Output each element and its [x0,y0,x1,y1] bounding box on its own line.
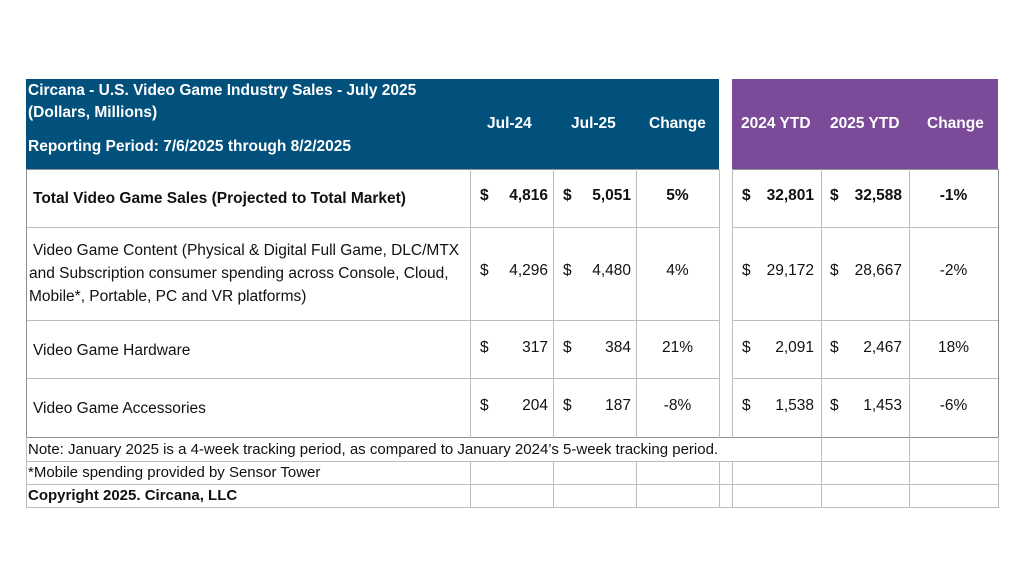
value-jul24-hardware: 317 [522,339,548,356]
report-units: (Dollars, Millions) [28,104,158,121]
header-ytd [732,79,998,169]
currency-symbol: $ [480,187,489,204]
grid-line [732,461,733,508]
row-label-total: Total Video Game Sales (Projected to Tot… [33,190,406,207]
currency-symbol: $ [830,397,839,414]
currency-symbol: $ [563,262,572,279]
grid-line [821,169,822,438]
row-label-content-line2: and Subscription consumer spending acros… [29,265,449,282]
currency-symbol: $ [742,339,751,356]
col-header-jul25: Jul-25 [571,115,616,132]
grid-line [732,227,998,228]
grid-line [636,461,637,508]
grid-line [636,169,637,438]
value-ytd2025-accessories: 1,453 [863,397,902,414]
change-month-accessories: -8% [663,397,692,414]
note-tracking-period: Note: January 2025 is a 4-week tracking … [28,441,719,458]
grid-line [719,461,720,508]
col-header-ytd2024: 2024 YTD [741,115,811,132]
grid-line [998,437,999,508]
value-ytd2025-total: 32,588 [854,187,902,204]
col-header-ytd2025: 2025 YTD [830,115,900,132]
grid-line [732,320,998,321]
change-ytd-hardware: 18% [937,339,970,356]
value-jul24-content: 4,296 [509,262,548,279]
currency-symbol: $ [830,187,839,204]
grid-line [26,227,719,228]
value-jul24-total: 4,816 [509,187,548,204]
col-header-jul24: Jul-24 [487,115,532,132]
value-ytd2025-hardware: 2,467 [863,339,902,356]
value-ytd2025-content: 28,667 [854,262,902,279]
grid-line [909,437,910,508]
note-mobile-source: *Mobile spending provided by Sensor Towe… [28,464,321,481]
grid-line [470,169,471,438]
grid-line [26,437,998,438]
col-header-change-ytd: Change [927,115,984,132]
change-ytd-content: -2% [939,262,968,279]
grid-line [26,507,998,508]
value-ytd2024-accessories: 1,538 [775,397,814,414]
grid-line [26,437,27,508]
grid-line [26,484,998,485]
report-title: Circana - U.S. Video Game Industry Sales… [28,82,417,99]
row-label-accessories: Video Game Accessories [33,400,206,417]
currency-symbol: $ [563,339,572,356]
change-month-content: 4% [666,262,689,279]
value-ytd2024-total: 32,801 [766,187,814,204]
value-jul25-total: 5,051 [592,187,631,204]
change-month-hardware: 21% [661,339,694,356]
grid-line [553,169,554,438]
grid-line [732,169,998,170]
currency-symbol: $ [742,262,751,279]
grid-line [26,320,719,321]
reporting-period: Reporting Period: 7/6/2025 through 8/2/2… [28,138,352,155]
currency-symbol: $ [480,262,489,279]
currency-symbol: $ [563,187,572,204]
change-ytd-total: -1% [939,187,968,204]
value-jul25-content: 4,480 [592,262,631,279]
grid-line [732,378,998,379]
value-jul25-hardware: 384 [605,339,631,356]
value-jul24-accessories: 204 [522,397,548,414]
grid-line [26,169,719,170]
grid-line [26,169,27,438]
value-jul25-accessories: 187 [605,397,631,414]
grid-line [998,169,999,438]
grid-line [719,169,720,438]
row-label-content-line3: Mobile*, Portable, PC and VR platforms) [29,288,307,305]
col-header-change-month: Change [649,115,706,132]
currency-symbol: $ [480,339,489,356]
currency-symbol: $ [742,187,751,204]
row-label-content-line1: Video Game Content (Physical & Digital F… [33,242,460,259]
grid-line [470,461,471,508]
currency-symbol: $ [830,262,839,279]
grid-line [553,461,554,508]
copyright: Copyright 2025. Circana, LLC [28,487,238,504]
currency-symbol: $ [563,397,572,414]
row-label-hardware: Video Game Hardware [33,342,191,359]
value-ytd2024-hardware: 2,091 [775,339,814,356]
grid-line [821,437,822,508]
change-ytd-accessories: -6% [939,397,968,414]
header-monthly [26,79,719,169]
currency-symbol: $ [742,397,751,414]
currency-symbol: $ [830,339,839,356]
grid-line [26,378,719,379]
grid-line [26,461,998,462]
value-ytd2024-content: 29,172 [766,262,814,279]
grid-line [732,169,733,438]
grid-line [909,169,910,438]
change-month-total: 5% [666,187,689,204]
currency-symbol: $ [480,397,489,414]
